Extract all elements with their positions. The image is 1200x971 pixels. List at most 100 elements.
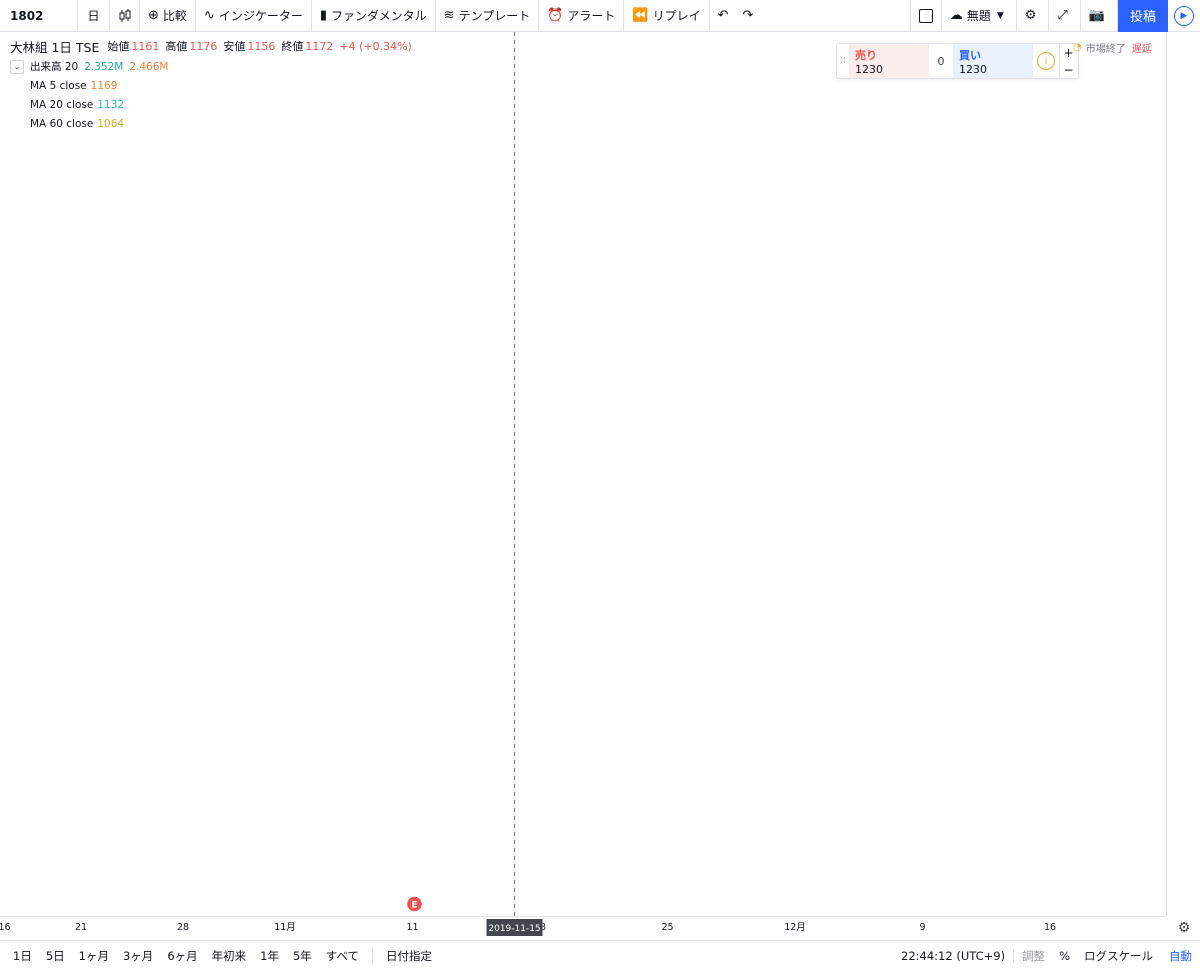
template-wave-icon: ≋ [443, 8, 455, 23]
time-tick-label: 25 [661, 922, 673, 933]
goto-date-button[interactable]: 日付指定 [386, 949, 433, 963]
symbol-title: 大林組 1日 TSE [10, 39, 100, 55]
fullscreen-square-button[interactable] [909, 0, 942, 32]
expand-button[interactable]: ⤢ [1049, 0, 1081, 32]
clock[interactable]: 22:44:12 (UTC+9) [893, 949, 1015, 963]
minus-button[interactable]: − [1063, 62, 1074, 77]
interval-button[interactable]: 日 [78, 0, 110, 32]
close-value: 1172 [305, 39, 334, 53]
redo-icon[interactable]: ↷ [742, 8, 754, 23]
collapse-legend-button[interactable]: ⌄ [10, 59, 24, 74]
ma5-legend: MA 5 close 1169 [10, 76, 418, 95]
indicator-wave-icon: ∿ [203, 8, 215, 23]
add-circle-icon: ⊕ [148, 8, 159, 23]
sell-label: 売り [855, 49, 877, 62]
divider [372, 947, 374, 965]
ma5-label: MA 5 close [30, 79, 87, 92]
percent-toggle[interactable]: % [1059, 949, 1070, 963]
open-value: 1161 [131, 39, 160, 53]
range-button[interactable]: 5日 [45, 949, 65, 963]
ma20-legend: MA 20 close 1132 [10, 95, 418, 114]
change-value: +4 (+0.34%) [339, 39, 412, 53]
bottom-bar: 1日 5日 1ヶ月 3ヶ月 6ヶ月 年初来 1年 5年 すべて 日付指定 22:44:12 (U… [0, 940, 1200, 971]
scale-settings-gear-icon[interactable]: ⚙ [1177, 920, 1191, 936]
alarm-clock-icon: ⏰ [547, 8, 564, 23]
symbol-search[interactable]: 1802 [0, 0, 78, 32]
range-button[interactable]: 1年 [260, 949, 279, 963]
earnings-marker[interactable] [405, 895, 424, 913]
cloud-check-icon: ☁ [949, 8, 963, 23]
time-tick-label: 9 [919, 922, 925, 933]
ma60-value: 1064 [97, 117, 125, 130]
undo-redo-group: ↶ ↷ [710, 0, 766, 32]
range-buttons: 1日 5日 1ヶ月 3ヶ月 6ヶ月 年初来 1年 5年 すべて [0, 948, 366, 964]
alert-label: アラート [567, 9, 616, 23]
indicators-button[interactable]: ∿ インジケーター [196, 0, 312, 32]
publish-button[interactable]: 投稿 [1117, 0, 1168, 32]
buy-label: 買い [959, 49, 981, 62]
crosshair-date-label: 2019-11-15 [488, 924, 540, 934]
quantity-stepper: + − [1059, 44, 1077, 78]
time-tick-label: 16 [0, 922, 11, 933]
time-tick-label: 16 [1044, 922, 1056, 933]
volume-value-1: 2.352M [84, 60, 124, 73]
compare-button[interactable]: ⊕ 比較 [140, 0, 196, 32]
range-button[interactable]: 1ヶ月 [78, 949, 109, 963]
volume-label: 出来高 20 [30, 61, 79, 73]
plus-button[interactable]: + [1063, 45, 1074, 60]
layout-name: 無題 [966, 9, 991, 23]
chart-type-button[interactable] [110, 0, 140, 32]
ohlc-legend: 大林組 1日 TSE 始値 1161 高値 1176 安値 1156 終値 1172 +… [10, 38, 418, 55]
sell-button[interactable]: 売り 1230 [849, 44, 929, 78]
toolbar-right-group: ☁ 無題 ▼ ⚙ ⤢ 📷 投稿 ▶ [909, 0, 1200, 32]
candlestick-icon [119, 8, 130, 22]
drag-handle-icon[interactable]: ⁞⁞ [840, 56, 846, 66]
buy-button[interactable]: 買い 1230 [953, 44, 1033, 78]
adjust-toggle[interactable]: 調整 [1022, 949, 1046, 963]
time-tick-label: 28 [177, 922, 189, 933]
low-label: 安値 [223, 40, 246, 53]
ma20-label: MA 20 close [30, 98, 94, 111]
range-button[interactable]: 5年 [292, 949, 312, 963]
settings-button[interactable]: ⚙ [1017, 0, 1050, 32]
fundamentals-button[interactable]: ▮ ファンダメンタル [312, 0, 436, 32]
time-tick-label: 11月 [274, 922, 296, 933]
volume-legend: ⌄ 出来高 20 2.352M 2.466M [10, 57, 418, 76]
undo-icon[interactable]: ↶ [717, 8, 729, 23]
open-label: 始値 [107, 40, 130, 53]
play-button[interactable]: ▶ [1168, 0, 1200, 32]
range-button[interactable]: すべて [325, 949, 360, 963]
range-button[interactable]: 3ヶ月 [122, 949, 154, 963]
fundamentals-label: ファンダメンタル [331, 9, 427, 23]
low-value: 1156 [247, 39, 276, 53]
replay-button[interactable]: ⏪ リプレイ [624, 0, 710, 32]
time-tick-label: 21 [75, 922, 87, 933]
play-icon: ▶ [1174, 5, 1194, 26]
buy-sell-widget: ⁞⁞ 売り 1230 0 買い 1230 i + − [836, 43, 1079, 79]
snapshot-button[interactable]: 📷 [1081, 0, 1118, 32]
alert-button[interactable]: ⏰ アラート [539, 0, 625, 32]
price-chart[interactable]: E1230+120816212811月11182512月9162019-11-1… [0, 32, 1200, 940]
market-status: ◔ 市場終了 遅延 [1073, 40, 1152, 55]
indicators-label: インジケーター [218, 9, 303, 23]
auto-scale-toggle[interactable]: 自動 [1169, 949, 1192, 963]
info-button[interactable]: i [1033, 44, 1059, 78]
market-closed-icon: ◔ [1073, 42, 1082, 53]
templates-label: テンプレート [458, 9, 531, 23]
range-button[interactable]: 1日 [13, 949, 32, 963]
range-button[interactable]: 6ヶ月 [167, 949, 198, 963]
high-value: 1176 [189, 39, 218, 53]
ma60-label: MA 60 close [30, 117, 94, 130]
templates-button[interactable]: ≋ テンプレート [436, 0, 540, 32]
rewind-icon: ⏪ [632, 8, 649, 23]
delay-badge: 遅延 [1131, 44, 1152, 55]
spread-value: 0 [937, 54, 945, 68]
log-scale-toggle[interactable]: ログスケール [1084, 949, 1153, 963]
layout-menu[interactable]: ☁ 無題 ▼ [942, 0, 1017, 32]
ma60-legend: MA 60 close 1064 [10, 114, 418, 133]
close-label: 終値 [281, 40, 304, 53]
gear-icon: ⚙ [1024, 8, 1037, 23]
range-button[interactable]: 年初来 [211, 949, 247, 963]
plot-area [0, 32, 1166, 916]
